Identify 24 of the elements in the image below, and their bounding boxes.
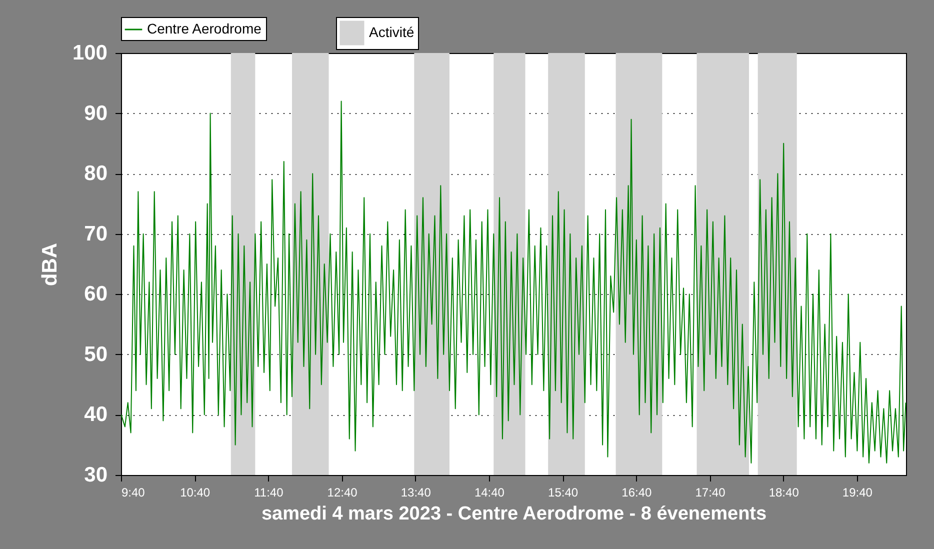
x-tick-label: 17:40 (695, 486, 726, 500)
y-tick-label: 70 (84, 222, 108, 246)
x-tick-label: 19:40 (842, 486, 873, 500)
x-tick-label: 9:40 (122, 486, 146, 500)
legend-label: Activité (369, 24, 414, 40)
y-tick-label: 90 (84, 102, 108, 125)
y-tick-label: 60 (84, 282, 108, 306)
y-axis-title: dBA (38, 242, 62, 286)
y-tick-label: 50 (84, 342, 108, 366)
x-tick-label: 13:40 (400, 486, 432, 500)
x-tick-label: 12:40 (327, 486, 358, 500)
x-tick-label: 14:40 (474, 486, 505, 500)
x-tick-label: 11:40 (254, 486, 284, 500)
y-tick-label: 100 (72, 42, 108, 64)
legend-label: Centre Aerodrome (147, 20, 262, 36)
x-tick-label: 16:40 (622, 486, 652, 500)
x-tick-label: 15:40 (548, 486, 578, 500)
y-tick-label: 80 (84, 162, 108, 186)
x-tick-label: 18:40 (768, 486, 800, 500)
x-tick-label: 10:40 (180, 486, 210, 500)
line-series (120, 100, 906, 464)
y-tick-label: 30 (84, 464, 108, 486)
x-axis-title: samedi 4 mars 2023 - Centre Aerodrome - 8 évenements (261, 504, 767, 524)
y-tick-label: 40 (84, 403, 108, 426)
